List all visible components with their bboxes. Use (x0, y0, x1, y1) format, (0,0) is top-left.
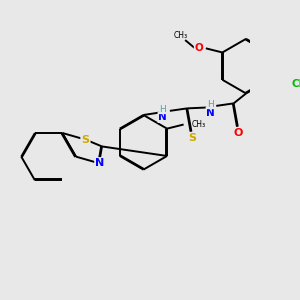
Text: H: H (159, 105, 166, 114)
Text: N: N (158, 112, 167, 122)
Text: H: H (207, 100, 214, 109)
Text: S: S (81, 135, 89, 146)
Text: Cl: Cl (291, 79, 300, 89)
Text: O: O (195, 43, 204, 53)
Text: N: N (206, 107, 215, 118)
Text: CH₃: CH₃ (174, 32, 188, 40)
Text: S: S (188, 133, 196, 143)
Text: CH₃: CH₃ (192, 120, 206, 129)
Text: N: N (95, 158, 104, 168)
Text: O: O (234, 128, 243, 138)
